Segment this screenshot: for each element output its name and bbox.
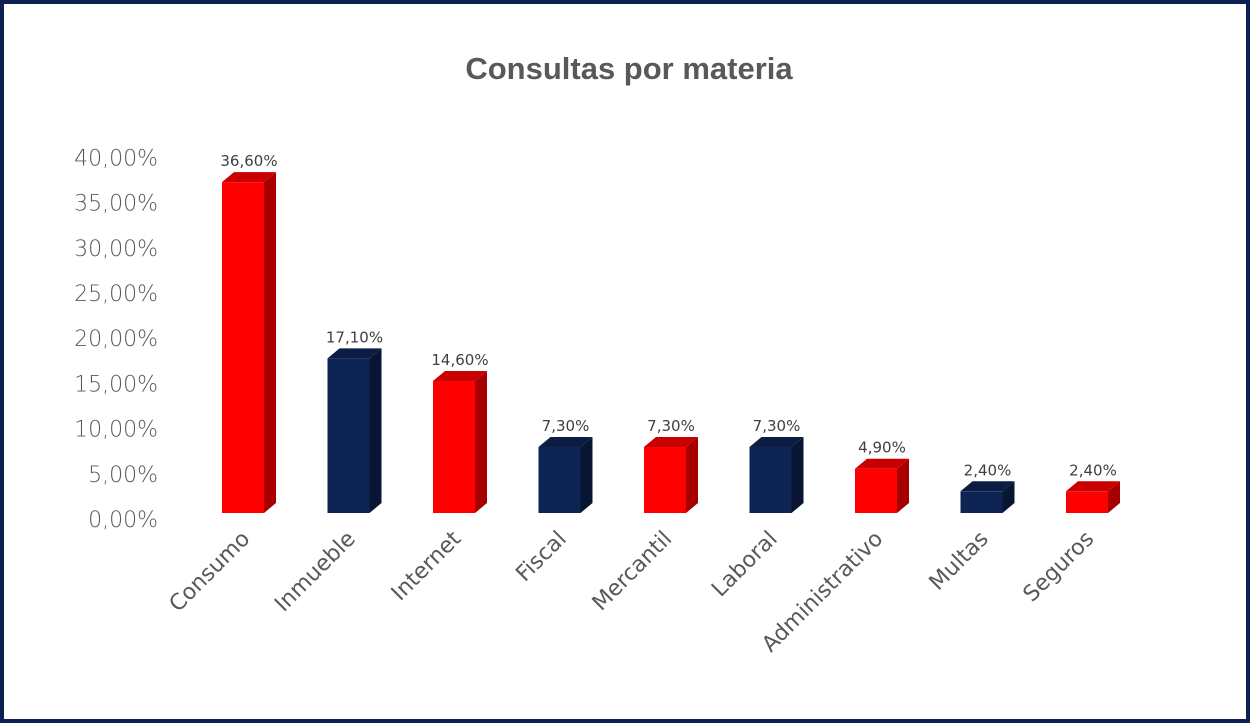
bar-top xyxy=(222,172,276,183)
data-label: 7,30% xyxy=(542,417,590,435)
x-axis: Consumo Inmueble Internet Fiscal Mercantil La… xyxy=(165,526,1100,657)
bar-seguros: 2,40% xyxy=(1066,461,1120,513)
bar-top xyxy=(960,481,1015,492)
data-label: 36,60% xyxy=(220,152,277,170)
x-tick-label: Consumo xyxy=(165,527,256,618)
y-tick-label: 0,00% xyxy=(88,508,158,533)
bar-front xyxy=(855,468,897,513)
bar-top xyxy=(644,437,698,448)
x-tick-label: Fiscal xyxy=(511,527,571,587)
bar-internet: 14,60% xyxy=(431,351,489,513)
bar-side xyxy=(580,437,593,513)
x-tick-label: Multas xyxy=(925,527,994,596)
data-label: 4,90% xyxy=(858,439,906,457)
data-label: 2,40% xyxy=(964,461,1012,479)
bars: 36,60% 17,10% 14,60% 7,30% 7,30% 7,30% 4,90% 2,… xyxy=(220,152,1120,514)
bar-top xyxy=(538,437,593,448)
x-tick-label: Seguros xyxy=(1019,527,1100,608)
y-tick-label: 15,00% xyxy=(74,372,158,397)
bar-front xyxy=(222,182,264,514)
data-label: 2,40% xyxy=(1069,461,1117,479)
y-axis: 0,00% 5,00% 10,00% 15,00% 20,00% 25,00% 30,00%… xyxy=(74,146,158,533)
bar-laboral: 7,30% xyxy=(749,417,804,513)
bar-front xyxy=(538,447,581,513)
bar-front xyxy=(327,358,370,513)
bar-fiscal: 7,30% xyxy=(538,417,593,513)
data-label: 7,30% xyxy=(753,417,801,435)
y-tick-label: 10,00% xyxy=(74,418,158,443)
data-label: 17,10% xyxy=(326,328,383,346)
bar-top xyxy=(749,437,804,448)
y-tick-label: 40,00% xyxy=(74,146,158,171)
bar-multas: 2,40% xyxy=(960,461,1015,513)
y-tick-label: 30,00% xyxy=(74,237,158,262)
bar-front xyxy=(960,491,1003,513)
bar-top xyxy=(1066,481,1120,492)
bar-front xyxy=(749,447,792,513)
x-tick-label: Internet xyxy=(387,526,467,606)
bar-front xyxy=(644,447,686,513)
bar-top xyxy=(433,371,487,382)
bar-side xyxy=(897,458,909,513)
bar-mercantil: 7,30% xyxy=(644,417,698,513)
bar-side xyxy=(369,348,382,513)
y-tick-label: 25,00% xyxy=(74,282,158,307)
x-tick-label: Laboral xyxy=(707,527,783,603)
bar-side xyxy=(1108,481,1120,513)
bar-top xyxy=(327,348,382,359)
bar-side xyxy=(791,437,804,513)
y-tick-label: 20,00% xyxy=(74,327,158,352)
bar-inmueble: 17,10% xyxy=(326,328,383,513)
bar-side xyxy=(475,371,487,513)
data-label: 7,30% xyxy=(647,417,695,435)
data-label: 14,60% xyxy=(431,351,488,369)
bar-side xyxy=(686,437,698,513)
x-tick-label: Inmueble xyxy=(270,527,360,617)
y-tick-label: 35,00% xyxy=(74,192,158,217)
bar-side xyxy=(1002,481,1015,513)
bar-side xyxy=(264,172,276,514)
chart-title: Consultas por materia xyxy=(465,51,793,86)
bar-administrativo: 4,90% xyxy=(855,439,909,513)
y-tick-label: 5,00% xyxy=(88,463,158,488)
bar-consumo: 36,60% xyxy=(220,152,278,514)
bar-top xyxy=(855,458,909,469)
x-tick-label: Mercantil xyxy=(588,527,677,616)
bar-front xyxy=(1066,491,1108,513)
bar-front xyxy=(433,381,475,513)
